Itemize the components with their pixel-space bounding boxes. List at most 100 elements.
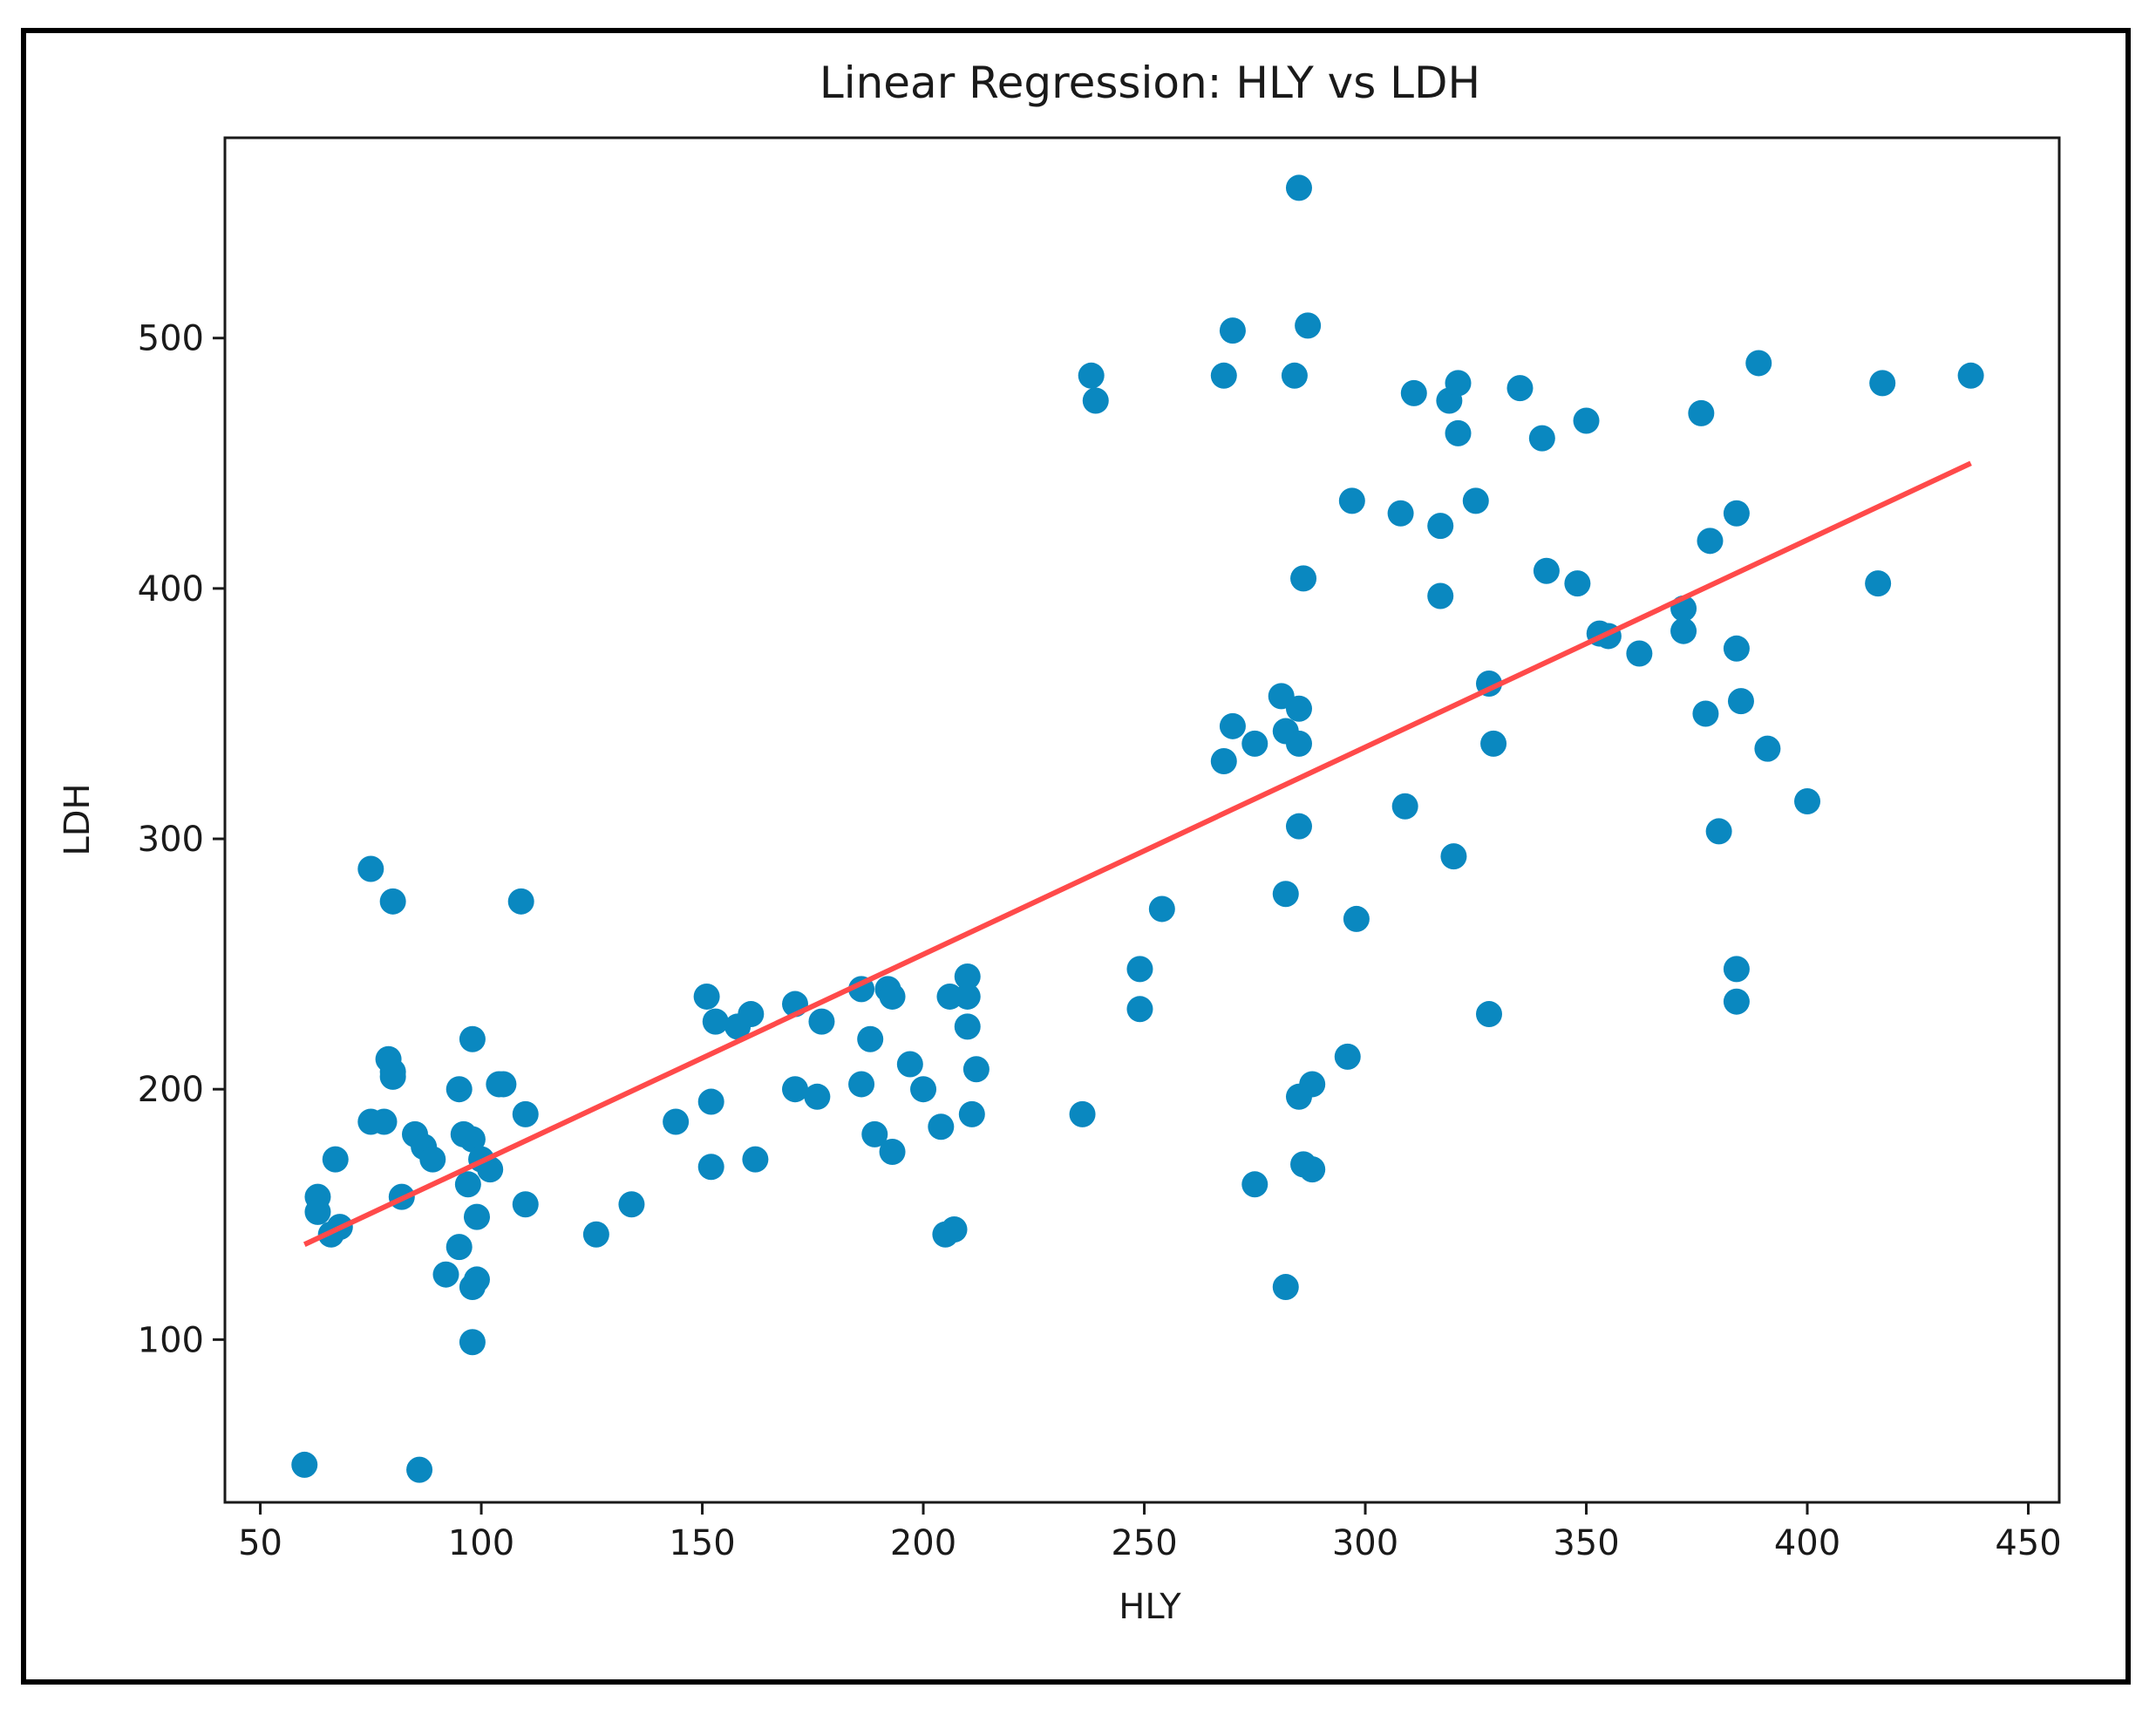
data-point	[1506, 375, 1534, 402]
data-point	[1723, 988, 1750, 1015]
data-point	[1338, 487, 1365, 514]
data-point	[445, 1234, 473, 1261]
data-point	[808, 1008, 835, 1035]
data-point	[1723, 500, 1750, 527]
data-point	[445, 1076, 473, 1103]
data-point	[928, 1113, 955, 1140]
data-point	[1533, 557, 1560, 584]
data-point	[1219, 712, 1246, 739]
x-axis-ticks: 50 100 150 200 250 300 350 400 450	[238, 1502, 2062, 1563]
data-point	[1295, 312, 1322, 339]
data-point	[1241, 1171, 1268, 1198]
data-point	[507, 888, 534, 915]
regression-line-group	[303, 460, 1972, 1247]
data-point	[1290, 565, 1317, 592]
y-tick-label: 500	[138, 319, 204, 359]
data-point	[463, 1203, 490, 1230]
data-point	[954, 963, 981, 990]
data-point	[1705, 818, 1732, 845]
data-point	[1126, 996, 1153, 1023]
x-tick-label: 150	[669, 1523, 735, 1563]
data-point	[463, 1266, 490, 1293]
data-point	[432, 1261, 459, 1288]
data-point	[1445, 419, 1472, 446]
regression-line	[303, 460, 1972, 1247]
data-point	[1865, 570, 1892, 597]
data-point	[1400, 379, 1427, 406]
data-point	[954, 1013, 981, 1040]
data-point	[1480, 730, 1507, 757]
data-point	[1148, 895, 1175, 923]
data-point	[1285, 695, 1312, 722]
x-tick-label: 50	[238, 1523, 282, 1563]
data-point	[857, 1025, 884, 1052]
data-point	[419, 1146, 446, 1173]
data-point	[1334, 1043, 1361, 1070]
y-tick-label: 200	[138, 1070, 204, 1110]
data-point	[1241, 730, 1268, 757]
data-point	[1082, 387, 1109, 414]
data-point	[1462, 487, 1489, 514]
data-point	[1285, 174, 1312, 201]
data-point	[693, 983, 720, 1010]
data-point	[582, 1221, 609, 1248]
data-point	[879, 983, 906, 1010]
data-point	[1745, 350, 1772, 377]
scatter-chart: Linear Regression: HLY vs LDH 50 100 150 20…	[58, 58, 2062, 1627]
data-point	[1688, 399, 1715, 426]
data-point	[697, 1154, 724, 1181]
data-point	[804, 1083, 831, 1110]
data-point	[879, 1138, 906, 1165]
data-point	[1445, 370, 1472, 397]
data-point	[379, 1063, 406, 1090]
data-point	[1670, 617, 1697, 644]
data-point	[663, 1108, 690, 1135]
data-point	[742, 1146, 769, 1173]
data-point	[1564, 570, 1591, 597]
plot-area	[223, 136, 2061, 1504]
data-point	[1528, 425, 1555, 452]
data-point	[1440, 843, 1467, 870]
data-point	[1754, 735, 1781, 762]
data-point	[1692, 700, 1719, 727]
data-point	[379, 888, 406, 915]
data-point	[1475, 1001, 1502, 1028]
data-point	[304, 1198, 331, 1225]
data-point	[371, 1108, 398, 1135]
data-point	[1272, 881, 1299, 908]
data-point	[618, 1191, 645, 1218]
chart-frame: Linear Regression: HLY vs LDH 50 100 150 20…	[21, 28, 2131, 1685]
y-tick-label: 100	[138, 1320, 204, 1360]
data-point	[1387, 500, 1414, 527]
data-point	[954, 983, 981, 1010]
y-tick-label: 300	[138, 820, 204, 860]
data-point	[941, 1216, 968, 1243]
data-point	[1391, 793, 1418, 820]
data-point	[958, 1100, 985, 1127]
data-point	[1427, 582, 1454, 609]
data-point	[1727, 688, 1754, 715]
data-point	[1126, 956, 1153, 983]
data-point	[1626, 640, 1653, 667]
data-point	[896, 1051, 923, 1078]
data-point	[1281, 362, 1308, 389]
x-tick-label: 350	[1553, 1523, 1619, 1563]
data-point	[490, 1071, 517, 1098]
y-tick-label: 400	[138, 569, 204, 609]
data-point	[1343, 905, 1370, 932]
data-point	[1573, 407, 1600, 434]
data-point	[1957, 362, 1984, 389]
x-tick-label: 200	[890, 1523, 956, 1563]
data-point	[1078, 362, 1105, 389]
data-point	[1210, 748, 1237, 775]
x-tick-label: 400	[1774, 1523, 1840, 1563]
data-point	[1869, 370, 1896, 397]
data-point	[1427, 513, 1454, 540]
data-point	[322, 1146, 349, 1173]
data-point	[406, 1456, 433, 1483]
data-point	[1723, 635, 1750, 662]
data-point	[1697, 528, 1724, 555]
data-point	[512, 1100, 539, 1127]
data-point	[861, 1120, 888, 1147]
data-point	[459, 1126, 486, 1153]
